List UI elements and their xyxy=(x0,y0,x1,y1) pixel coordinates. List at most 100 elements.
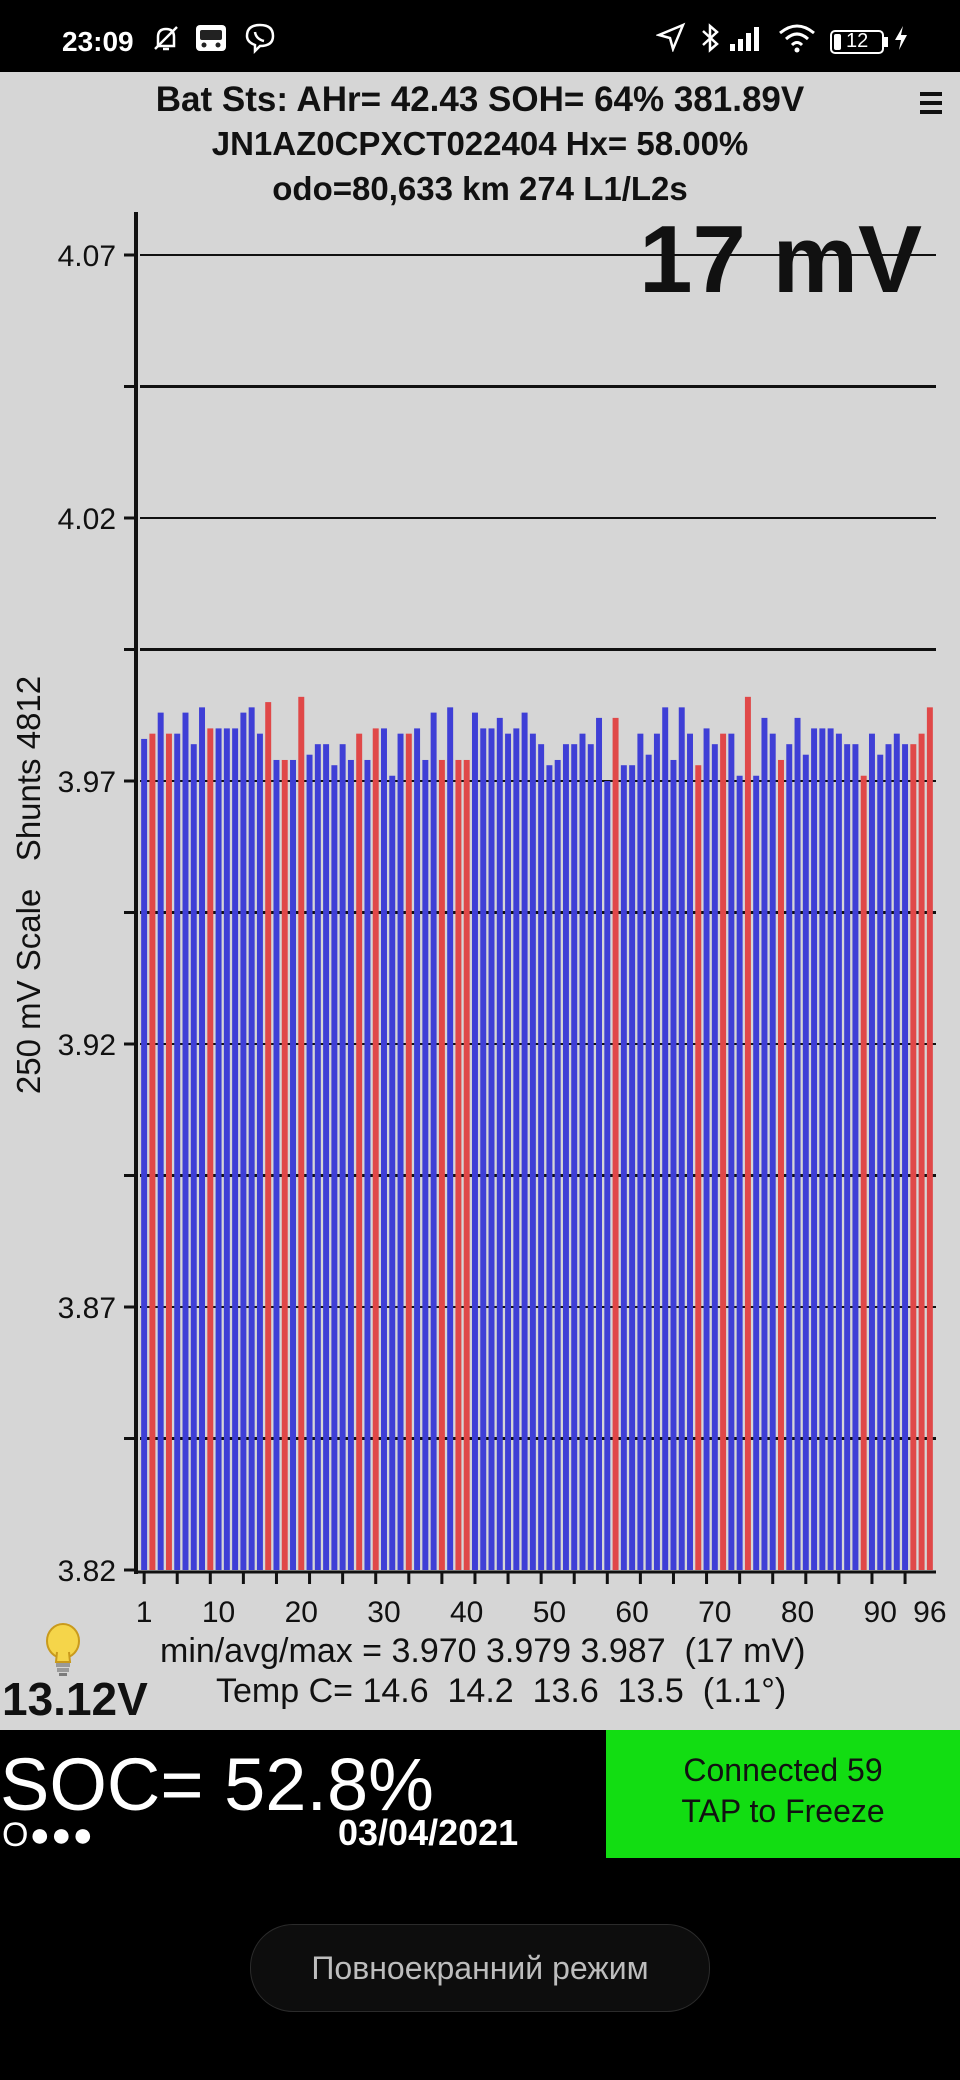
y-tick-label: 4.02 xyxy=(58,503,116,536)
state-of-charge: SOC= 52.8% xyxy=(0,1743,434,1826)
x-tick-label: 96 xyxy=(913,1596,946,1629)
x-tick-label: 50 xyxy=(533,1596,566,1629)
bar-cell-36 xyxy=(430,712,437,1570)
bar-cell-26 xyxy=(347,759,354,1570)
bar-cell-71 xyxy=(720,733,727,1570)
clock: 23:09 xyxy=(62,26,134,57)
bar-cell-37 xyxy=(438,759,445,1570)
bar-cell-59 xyxy=(620,765,627,1570)
bar-cell-49 xyxy=(538,744,545,1570)
y-tick-label: 3.82 xyxy=(58,1555,116,1588)
lightbulb-icon xyxy=(46,1623,80,1676)
status-dots: O●●● xyxy=(2,1816,95,1854)
y-tick-label: 3.87 xyxy=(58,1292,116,1325)
y-tick-label: 4.07 xyxy=(58,240,116,273)
bar-cell-61 xyxy=(637,733,644,1570)
min-avg-max: min/avg/max = 3.970 3.979 3.987 (17 mV) xyxy=(160,1632,806,1670)
vin-line: JN1AZ0CPXCT022404 Hx= 58.00% xyxy=(211,125,749,162)
bar-cell-94 xyxy=(910,744,917,1570)
wifi-icon xyxy=(779,24,815,53)
odometer-line: odo=80,633 km 274 L1/L2s xyxy=(272,170,688,207)
y-tick-label: 3.97 xyxy=(58,766,116,799)
bar-cell-40 xyxy=(463,759,470,1570)
bar-cell-79 xyxy=(786,744,793,1570)
bar-cell-93 xyxy=(902,744,909,1570)
bar-cell-67 xyxy=(687,733,693,1570)
x-tick-label: 40 xyxy=(450,1596,483,1629)
bar-cell-74 xyxy=(744,696,751,1570)
y-axis-label: 250 mV Scale Shunts 4812 xyxy=(10,676,47,1094)
bar-cell-95 xyxy=(918,733,925,1570)
bar-cell-90 xyxy=(877,754,884,1570)
fullscreen-mode-button[interactable]: Повноекранний режим xyxy=(250,1924,710,2012)
bar-cell-87 xyxy=(852,744,859,1570)
bar-cell-72 xyxy=(728,733,735,1570)
bar-cell-17 xyxy=(273,759,280,1570)
x-ticks: 1 10 20 30 40 50 60 70 80 90 96 xyxy=(136,1572,947,1629)
bluetooth-icon xyxy=(702,23,719,53)
x-tick-label: 60 xyxy=(615,1596,648,1629)
status-bar: 23:09 12 xyxy=(0,0,960,72)
bar-cell-4 xyxy=(165,733,172,1570)
freeze-hint: TAP to Freeze xyxy=(681,1793,885,1829)
bar-cell-68 xyxy=(695,765,702,1570)
location-icon xyxy=(656,22,686,52)
bar-cell-39 xyxy=(455,759,462,1570)
bar-cell-29 xyxy=(372,728,379,1570)
bar-cell-53 xyxy=(571,744,578,1570)
bar-cell-27 xyxy=(356,733,363,1570)
bar-cell-48 xyxy=(529,733,536,1570)
bar-cell-76 xyxy=(761,717,768,1570)
bar-cell-56 xyxy=(596,717,603,1570)
bar-cell-62 xyxy=(645,754,652,1570)
cell-voltage-chart[interactable]: 4.07 4.02 3.97 3.92 3.87 3.82 1 10 20 30 40 50 60 70… xyxy=(0,200,960,1630)
bar-cell-57 xyxy=(604,781,611,1570)
bar-cell-18 xyxy=(281,759,288,1570)
date: 03/04/2021 xyxy=(338,1812,519,1853)
bar-cell-10 xyxy=(215,728,222,1570)
bar-cell-65 xyxy=(670,759,677,1570)
bar-cell-8 xyxy=(199,707,206,1570)
viber-icon xyxy=(245,23,275,54)
bar-cell-80 xyxy=(794,717,801,1570)
menu-icon[interactable] xyxy=(920,88,942,118)
battery-icon: 12 xyxy=(830,30,884,54)
bar-cell-45 xyxy=(505,733,512,1570)
bar-cell-34 xyxy=(414,728,421,1570)
bar-cell-55 xyxy=(587,744,594,1570)
bar-cell-92 xyxy=(893,733,900,1570)
bar-cell-60 xyxy=(629,765,636,1570)
bar-cell-31 xyxy=(389,775,396,1570)
chart-title: 17 mV xyxy=(639,206,922,313)
x-tick-label: 70 xyxy=(698,1596,731,1629)
y-ticks: 4.07 4.02 3.97 3.92 3.87 3.82 xyxy=(58,240,136,1588)
bar-cell-50 xyxy=(546,765,553,1570)
bar-cell-88 xyxy=(860,775,867,1570)
connection-status: Connected 59 xyxy=(683,1752,883,1788)
bar-cell-11 xyxy=(223,728,230,1570)
bar-cell-7 xyxy=(190,744,197,1570)
bar-cell-43 xyxy=(488,728,495,1570)
bar-cell-35 xyxy=(422,759,429,1570)
bar-cell-96 xyxy=(926,707,933,1570)
connection-button[interactable]: Connected 59 TAP to Freeze xyxy=(606,1730,960,1858)
bar-cell-25 xyxy=(339,744,346,1570)
bar-cell-38 xyxy=(447,707,454,1570)
bar-cell-46 xyxy=(513,728,520,1570)
temperature: Temp C= 14.6 14.2 13.6 13.5 (1.1°) xyxy=(216,1672,787,1710)
x-tick-label: 20 xyxy=(285,1596,318,1629)
bar-cell-66 xyxy=(678,707,685,1570)
bar-cell-89 xyxy=(868,733,875,1570)
bar-cell-58 xyxy=(612,717,619,1570)
bar-cell-5 xyxy=(174,733,181,1570)
bar-cell-14 xyxy=(248,707,255,1570)
bar-cell-23 xyxy=(323,744,330,1570)
bar-cell-70 xyxy=(711,744,718,1570)
bars xyxy=(141,696,933,1570)
bar-cell-54 xyxy=(579,733,586,1570)
bar-cell-82 xyxy=(811,728,818,1570)
bar-cell-6 xyxy=(182,712,189,1570)
bar-cell-22 xyxy=(314,744,321,1570)
bar-cell-32 xyxy=(397,733,404,1570)
bar-cell-21 xyxy=(306,754,313,1570)
